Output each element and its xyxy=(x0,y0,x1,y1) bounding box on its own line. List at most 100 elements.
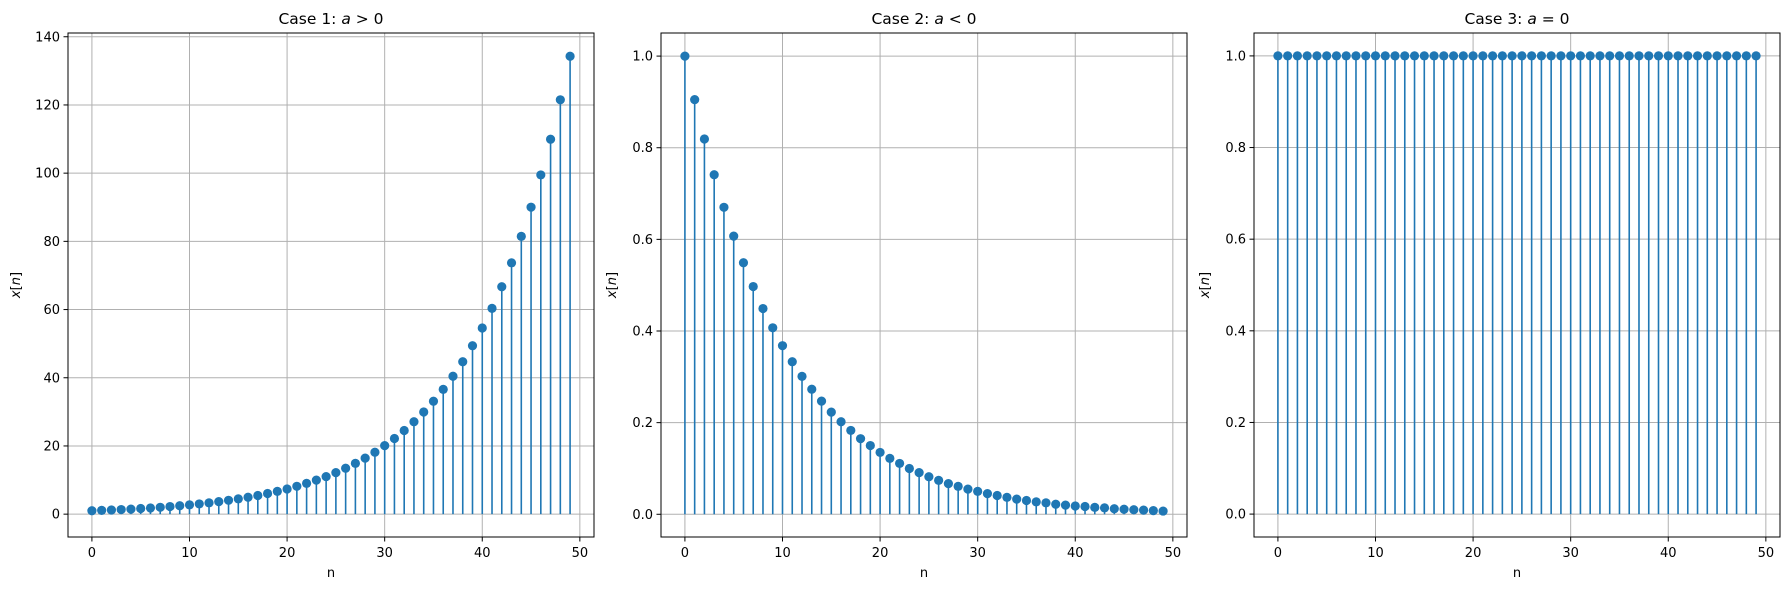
stem-marker xyxy=(1566,51,1576,61)
stem-marker xyxy=(155,502,165,512)
stem-marker xyxy=(1351,51,1361,61)
stem-marker xyxy=(458,357,468,367)
stem-marker xyxy=(1722,51,1732,61)
stem-marker xyxy=(477,323,487,333)
stem-marker xyxy=(865,440,875,451)
stem-marker xyxy=(943,478,953,489)
stem-marker xyxy=(1468,51,1478,61)
stem-marker xyxy=(526,202,536,212)
stem-marker xyxy=(1312,51,1322,61)
stem-marker xyxy=(1322,51,1332,61)
stem-marker xyxy=(1527,51,1537,61)
stem-marker xyxy=(487,303,497,313)
stem-marker xyxy=(914,467,924,478)
stem-marker xyxy=(1731,51,1742,61)
stem-marker xyxy=(1390,51,1400,61)
stem-marker xyxy=(497,282,507,292)
x-tick-label: 10 xyxy=(1367,546,1384,561)
y-tick-label: 0.6 xyxy=(1225,233,1246,248)
x-axis-label: n xyxy=(327,566,335,581)
stem-marker xyxy=(797,371,807,381)
stem-marker xyxy=(836,417,846,427)
stem-marker xyxy=(719,202,729,212)
stem-marker xyxy=(1634,51,1644,61)
stem-marker xyxy=(738,258,749,268)
stem-marker xyxy=(1478,51,1488,61)
y-tick-label: 120 xyxy=(35,98,60,113)
stem-marker xyxy=(1138,505,1149,515)
stem-marker xyxy=(690,95,700,105)
stem-marker xyxy=(1458,51,1468,61)
y-tick-label: 0.0 xyxy=(632,508,653,523)
stem-marker xyxy=(1002,492,1012,502)
stem-marker xyxy=(1400,51,1410,61)
stem-marker xyxy=(536,170,546,180)
y-tick-label: 0 xyxy=(52,508,60,523)
stem-marker xyxy=(409,417,419,427)
stem-marker xyxy=(1546,51,1556,61)
x-axis-label: n xyxy=(1513,566,1521,581)
stem-marker xyxy=(992,490,1002,501)
stem-marker xyxy=(1302,51,1312,61)
chart-title: Case 1: a > 0 xyxy=(278,10,383,28)
stem-marker xyxy=(934,475,944,485)
x-tick-label: 20 xyxy=(279,546,296,561)
stem-marker xyxy=(448,371,458,381)
y-tick-label: 140 xyxy=(35,30,60,45)
stem-marker xyxy=(233,494,243,504)
x-tick-label: 10 xyxy=(181,546,198,561)
stem-marker xyxy=(1712,51,1722,61)
stem-marker xyxy=(846,425,856,436)
stem-marker xyxy=(1575,51,1586,61)
stem-marker xyxy=(1158,506,1168,516)
stem-marker xyxy=(875,447,885,458)
stem-marker xyxy=(97,505,107,515)
stem-marker xyxy=(748,281,758,292)
y-tick-label: 0.2 xyxy=(1225,416,1246,431)
stem-marker xyxy=(506,258,517,268)
y-axis-label: x[n] xyxy=(605,272,620,299)
stem-marker xyxy=(1148,506,1158,516)
stem-marker xyxy=(204,498,214,508)
stem-marker xyxy=(885,453,895,463)
stem-marker xyxy=(184,500,195,510)
stem-marker xyxy=(1595,51,1605,61)
x-tick-label: 10 xyxy=(774,546,791,561)
y-axis-label: x[n] xyxy=(1198,272,1213,299)
x-tick-label: 20 xyxy=(872,546,889,561)
stem-marker xyxy=(963,484,973,494)
x-tick-label: 20 xyxy=(1465,546,1482,561)
plot-frame xyxy=(67,32,595,538)
stem-marker xyxy=(1361,51,1371,61)
stem-marker xyxy=(953,481,963,491)
x-axis-label: n xyxy=(920,566,928,581)
y-tick-label: 0.0 xyxy=(1225,508,1246,523)
stem-marker xyxy=(87,506,97,516)
x-tick-label: 0 xyxy=(681,546,689,561)
stem-marker xyxy=(1041,498,1051,508)
y-tick-label: 80 xyxy=(43,235,60,250)
stem-marker xyxy=(516,231,526,242)
stem-marker xyxy=(262,488,273,499)
stem-marker xyxy=(555,95,565,105)
stem-marker xyxy=(1080,501,1090,512)
plot-frame xyxy=(660,32,1188,538)
plot-frame xyxy=(1253,32,1781,538)
stem-marker xyxy=(126,504,136,514)
stem-marker xyxy=(1683,51,1693,61)
stem-marker xyxy=(165,501,175,512)
stem-marker xyxy=(1429,51,1439,61)
x-tick-label: 30 xyxy=(376,546,393,561)
y-tick-label: 1.0 xyxy=(1225,49,1246,64)
stem-marker xyxy=(1692,51,1703,61)
stem-marker xyxy=(331,468,341,478)
stem-marker xyxy=(1341,51,1351,61)
stem-marker xyxy=(1051,499,1061,509)
stem-marker xyxy=(253,490,263,501)
stem-marker xyxy=(1556,51,1566,61)
y-tick-label: 0.4 xyxy=(632,325,653,340)
chart-2: 0 10 20 30 40 50 0.0 0.2 0.4 0.6 0.8 1.0 Case 2: a <… xyxy=(605,10,1188,581)
stem-marker xyxy=(1060,500,1071,510)
stem-marker xyxy=(438,384,448,394)
